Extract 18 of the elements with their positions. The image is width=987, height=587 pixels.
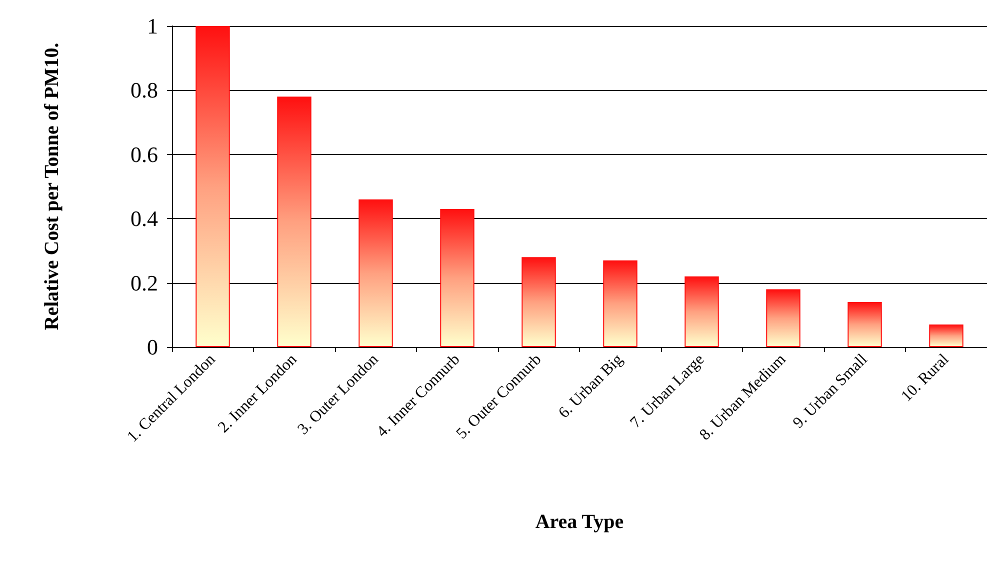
y-tick-label: 0.2 xyxy=(130,270,158,296)
bar xyxy=(929,324,964,347)
y-tick-label: 0.4 xyxy=(130,206,158,232)
bar xyxy=(848,302,882,347)
bar xyxy=(766,289,800,347)
bar xyxy=(358,199,393,347)
y-axis-title: Relative Cost per Tonne of PM10. xyxy=(41,42,63,330)
y-tick-label: 0 xyxy=(147,334,158,360)
bar xyxy=(603,260,638,347)
y-tick-label: 0.6 xyxy=(130,142,158,167)
bar xyxy=(522,257,556,347)
bar xyxy=(440,208,474,347)
x-axis-title: Area Type xyxy=(535,511,624,533)
bar xyxy=(196,26,230,347)
y-tick-label: 1 xyxy=(147,14,158,38)
bar xyxy=(277,96,312,347)
y-tick-label: 0.8 xyxy=(130,78,158,103)
bar xyxy=(684,276,719,347)
